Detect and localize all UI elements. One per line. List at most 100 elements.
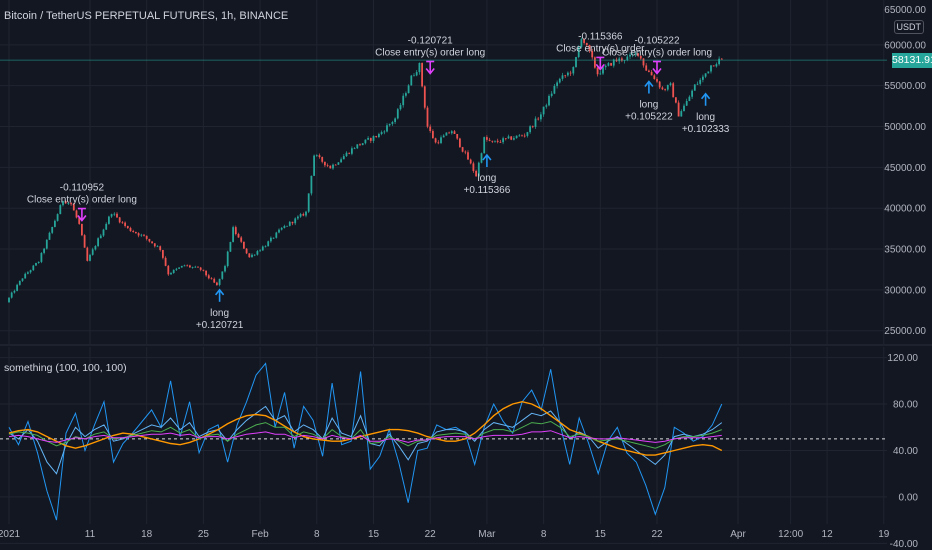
candle <box>369 137 372 144</box>
candle-body <box>78 217 81 224</box>
candle-body <box>567 72 569 76</box>
annotation-text: +0.120721 <box>196 320 244 331</box>
candle-body <box>135 232 137 234</box>
price-axis-tick-clipped: 65000.00 <box>884 5 926 16</box>
candle-body <box>607 63 610 66</box>
candle <box>434 137 437 144</box>
candle <box>464 150 467 155</box>
candle <box>656 77 658 84</box>
candle-body <box>45 239 48 249</box>
indicator-axis-tick: 0.00 <box>899 492 919 503</box>
candle-body <box>24 273 27 279</box>
candle-body <box>197 266 199 268</box>
candle-body <box>461 147 464 152</box>
candle-body <box>224 266 226 272</box>
candle <box>305 210 307 218</box>
candle-body <box>307 193 310 212</box>
candle <box>29 269 32 274</box>
candle-body <box>75 210 78 218</box>
candle-body <box>54 220 56 227</box>
candle-body <box>510 136 513 140</box>
candle-body <box>27 272 29 274</box>
candle-body <box>521 135 523 137</box>
candle <box>440 135 442 145</box>
candle <box>604 64 607 70</box>
candle-body <box>399 105 402 110</box>
candle <box>480 152 483 164</box>
candle <box>37 261 40 264</box>
candle-body <box>143 234 145 236</box>
candle <box>164 256 167 267</box>
candle-body <box>18 280 21 285</box>
candle-body <box>175 268 178 270</box>
candle <box>610 62 612 66</box>
candle <box>170 271 172 275</box>
candle <box>542 106 545 117</box>
candle <box>172 269 175 274</box>
candle-body <box>164 257 167 266</box>
candle <box>691 89 693 99</box>
candle <box>83 234 86 248</box>
candle-body <box>402 95 405 106</box>
candle <box>648 69 650 73</box>
candle-body <box>677 102 680 117</box>
candle <box>456 133 459 140</box>
candle-body <box>453 131 456 134</box>
candle <box>137 232 140 238</box>
candle-body <box>585 42 588 46</box>
candle-body <box>251 254 253 258</box>
candle-body <box>405 93 407 96</box>
candle <box>569 70 572 76</box>
time-axis-tick: 12:00 <box>778 529 803 540</box>
candle-body <box>426 107 429 127</box>
candle <box>21 278 24 283</box>
candle-body <box>313 155 315 176</box>
candle <box>64 200 67 204</box>
candle <box>253 254 256 257</box>
candle <box>337 161 340 165</box>
candle <box>596 66 599 77</box>
candle <box>108 215 110 225</box>
candle <box>469 158 472 165</box>
candle-body <box>337 162 340 165</box>
candle-body <box>621 58 623 61</box>
candle-body <box>202 269 205 271</box>
time-axis-tick: 8 <box>541 529 547 540</box>
candle <box>8 297 10 304</box>
candle-body <box>494 140 496 142</box>
candle <box>313 154 315 176</box>
candle <box>143 234 145 237</box>
candle-body <box>486 137 488 140</box>
candle-body <box>364 139 367 144</box>
candle-body <box>648 70 650 72</box>
candle <box>45 239 48 250</box>
annotation-text: Close entry(s) order <box>556 43 645 54</box>
time-axis-tick: 15 <box>595 529 607 540</box>
candle <box>62 200 64 207</box>
candle <box>216 281 218 286</box>
candle <box>680 109 683 117</box>
candle-body <box>588 45 591 51</box>
candle-body <box>259 250 261 252</box>
candle <box>461 146 464 153</box>
candle-body <box>272 237 275 239</box>
candle-body <box>340 159 342 163</box>
candle-body <box>572 67 575 74</box>
candle-body <box>653 75 656 80</box>
candle-body <box>332 164 334 169</box>
candle <box>529 125 531 134</box>
candle <box>486 135 488 142</box>
candle <box>564 74 567 79</box>
candle-body <box>342 156 345 160</box>
candle <box>356 144 359 149</box>
candle-body <box>367 138 369 140</box>
candle-body <box>324 161 326 166</box>
currency-badge[interactable]: USDT <box>893 20 924 34</box>
candle-body <box>359 144 361 146</box>
chart-axes[interactable]: 25000.00 30000.00 35000.00 40000.00 45000.00… <box>0 5 926 550</box>
time-axis-tick: 11 <box>85 529 96 540</box>
candle-body <box>286 225 288 227</box>
